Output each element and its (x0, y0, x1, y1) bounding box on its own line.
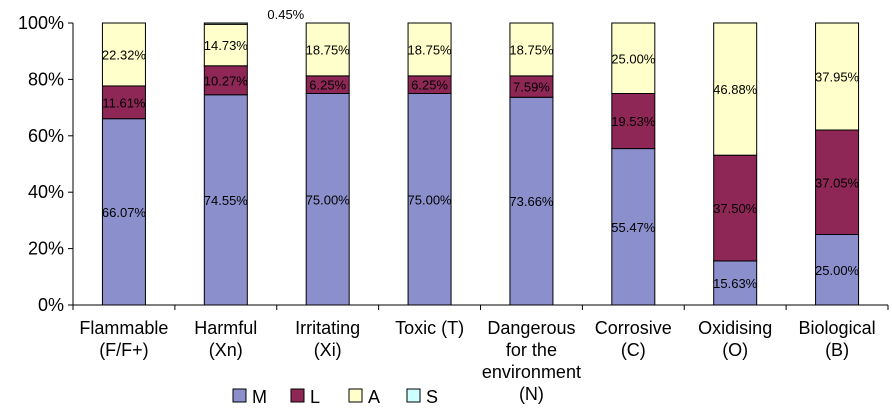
bar-segment-S (203, 22, 248, 25)
data-label: 66.07% (102, 205, 147, 220)
bar-segment-A (611, 22, 656, 94)
y-tick-label: 60% (28, 126, 64, 146)
bar-segment-A (713, 22, 758, 156)
bar-segment-A (305, 22, 350, 77)
x-category-label: Harmful (Xn) (194, 318, 257, 360)
data-label: 22.32% (102, 47, 147, 62)
y-tick-label: 40% (28, 182, 64, 202)
data-label: 0.45% (267, 7, 304, 22)
bar-segment-M (611, 148, 656, 306)
legend-swatch-S (406, 388, 421, 403)
data-label: 75.00% (408, 192, 453, 207)
x-category-label: Corrosive (C) (595, 318, 672, 360)
bar-segment-A (203, 23, 248, 67)
bar-segment-A (815, 22, 860, 131)
legend-swatch-A (348, 388, 363, 403)
bar-segment-A (101, 22, 146, 87)
data-label: 37.50% (713, 201, 758, 216)
x-category-label: Toxic (T) (395, 318, 464, 338)
data-label: 55.47% (611, 220, 656, 235)
x-axis: Flammable (F/F+) Harmful (Xn) Irritating (Xi)… (72, 304, 889, 404)
x-category-label: Irritating (Xi) (295, 318, 360, 360)
legend-label-M: M (252, 387, 267, 407)
data-label: 14.73% (204, 38, 249, 53)
data-label: 15.63% (713, 276, 758, 291)
data-label: 25.00% (815, 263, 860, 278)
x-category-label: Biological (B) (799, 318, 876, 360)
y-tick-label: 80% (28, 69, 64, 89)
bar-segment-L (713, 154, 758, 262)
data-label: 18.75% (509, 42, 554, 57)
bars-layer (101, 22, 860, 306)
bar-segment-A (509, 22, 554, 77)
data-label: 19.53% (611, 114, 656, 129)
data-label: 6.25% (309, 78, 346, 93)
data-labels-layer: 66.07% 11.61% 22.32% 74.55% 10.27% 14.73% 0.45… (102, 7, 860, 291)
data-label: 7.59% (513, 80, 550, 95)
legend-swatch-L (290, 388, 305, 403)
bar-segment-M (713, 260, 758, 306)
data-label: 6.25% (411, 78, 448, 93)
data-label: 74.55% (204, 193, 249, 208)
data-label: 37.05% (815, 175, 860, 190)
legend-label-A: A (368, 387, 380, 407)
y-axis: 0% 20% 40% 60% 80% 100% (18, 13, 74, 315)
data-label: 46.88% (713, 82, 758, 97)
bar-segment-L (611, 93, 656, 150)
x-category-label: Dangerous for the environment (N) (482, 318, 581, 404)
data-label: 25.00% (611, 51, 656, 66)
y-tick-label: 0% (38, 295, 64, 315)
x-category-label: Oxidising (O) (698, 318, 772, 360)
legend-swatch-M (232, 388, 247, 403)
x-category-label: Flammable (F/F+) (79, 318, 168, 360)
legend-label-L: L (310, 387, 320, 407)
legend-label-S: S (426, 387, 438, 407)
bar-segment-L (203, 65, 248, 96)
data-label: 37.95% (815, 70, 860, 85)
data-label: 75.00% (306, 192, 351, 207)
data-label: 73.66% (509, 194, 554, 209)
bar-segment-L (101, 85, 146, 120)
bar-segment-M (407, 93, 452, 306)
bar-segment-A (407, 22, 452, 77)
bar-segment-M (815, 234, 860, 306)
data-label: 11.61% (102, 95, 146, 110)
data-label: 18.75% (408, 42, 453, 57)
y-tick-label: 20% (28, 239, 64, 259)
data-label: 10.27% (204, 73, 249, 88)
data-label: 18.75% (306, 42, 351, 57)
y-tick-label: 100% (18, 13, 64, 33)
bar-segment-M (305, 93, 350, 306)
bar-segment-M (203, 94, 248, 306)
